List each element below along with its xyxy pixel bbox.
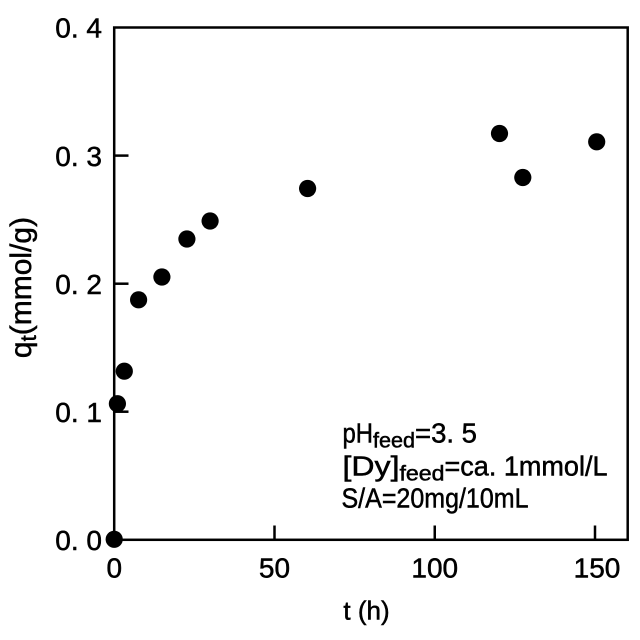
svg-text:0. 4: 0. 4 xyxy=(55,13,102,44)
svg-text:0: 0 xyxy=(106,553,122,584)
svg-text:0. 2: 0. 2 xyxy=(55,269,102,300)
svg-text:S/A=20mg/10mL: S/A=20mg/10mL xyxy=(342,483,529,514)
svg-text:100: 100 xyxy=(411,553,458,584)
svg-text:t (h): t (h) xyxy=(343,596,389,626)
svg-text:qt(mmol/g): qt(mmol/g) xyxy=(5,217,41,358)
svg-text:pHfeed=3. 5: pHfeed=3. 5 xyxy=(343,418,478,453)
svg-text:[Dy]feed=ca. 1mmol/L: [Dy]feed=ca. 1mmol/L xyxy=(343,451,608,486)
svg-text:50: 50 xyxy=(259,553,290,584)
svg-text:0. 1: 0. 1 xyxy=(55,397,102,428)
svg-text:0. 0: 0. 0 xyxy=(55,525,102,556)
svg-text:0. 3: 0. 3 xyxy=(55,141,102,172)
svg-text:150: 150 xyxy=(574,553,621,584)
